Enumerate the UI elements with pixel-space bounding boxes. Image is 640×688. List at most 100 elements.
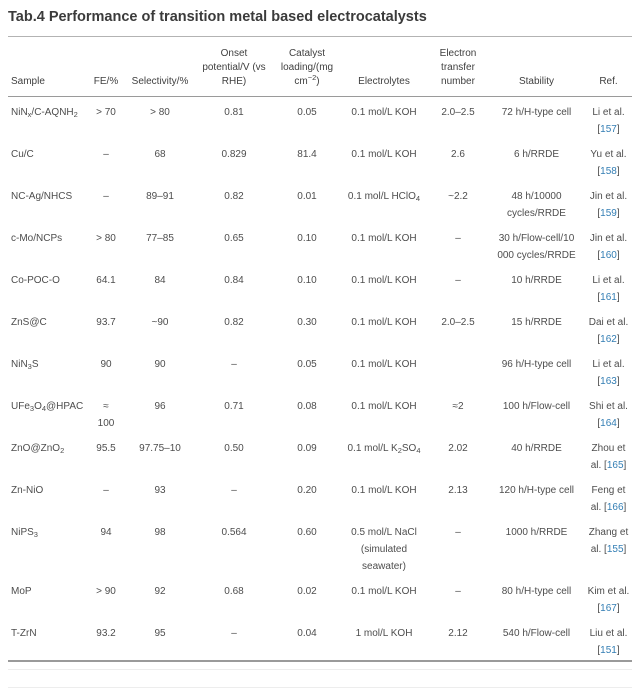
cell-sample: ZnO@ZnO2 [11, 443, 65, 455]
table-row: NiN3S 90 90 – 0.05 0.1 mol/L KOH 96 h/H-type c… [8, 349, 632, 391]
cell-onset: – [231, 359, 237, 370]
table-row: Co-POC-O 64.1 84 0.84 0.10 0.1 mol/L KOH – 10 h… [8, 265, 632, 307]
ref-citation: [162] [597, 334, 620, 345]
ref-link[interactable]: 162 [600, 334, 617, 345]
cell-selectivity: 68 [154, 149, 166, 160]
cell-fe: > 90 [96, 586, 116, 597]
ref-link[interactable]: 163 [600, 376, 617, 387]
cell-sample: Zn-NiO [11, 485, 44, 496]
ref-link[interactable]: 166 [606, 502, 624, 513]
cell-fe: 94 [100, 527, 112, 538]
ref-citation: [164] [597, 418, 620, 429]
cell-onset: 0.82 [224, 191, 244, 202]
cell-selectivity: 96 [154, 401, 166, 412]
ref-link[interactable]: 167 [600, 603, 617, 614]
col-header-ref: Ref. [599, 76, 618, 87]
cell-ref: Jin et al. [160] [589, 233, 628, 261]
ref-citation: [161] [597, 292, 620, 303]
cell-selectivity: 84 [154, 275, 166, 286]
cell-electrolytes: 0.1 mol/L KOH [351, 107, 417, 118]
ref-link[interactable]: 165 [606, 460, 624, 471]
cell-onset: 0.82 [224, 317, 244, 328]
cell-electrolytes: 0.1 mol/L KOH [351, 359, 417, 370]
table-row: NC-Ag/NHCS – 89–91 0.82 0.01 0.1 mol/L HClO4 ~… [8, 181, 632, 223]
cell-ref: Feng et al. [166] [590, 485, 627, 513]
cell-etn: 2.12 [448, 628, 468, 639]
ref-link[interactable]: 160 [600, 250, 617, 261]
cell-stability: 72 h/H-type cell [501, 107, 572, 118]
col-header-electrolytes: Electrolytes [358, 76, 410, 87]
cell-etn: ~2.2 [448, 191, 468, 202]
cell-ref: Zhou et al. [165] [590, 443, 627, 471]
ref-citation: [159] [597, 208, 620, 219]
cell-onset: 0.68 [224, 586, 244, 597]
cell-sample: MoP [11, 586, 32, 597]
ref-citation: [158] [597, 166, 620, 177]
ref-link[interactable]: 155 [606, 544, 624, 555]
ref-citation: [155] [604, 544, 627, 555]
cell-etn [428, 349, 488, 391]
cell-sample: NiPS3 [11, 527, 38, 539]
ref-link[interactable]: 161 [600, 292, 617, 303]
cell-stability: 100 h/Flow-cell [502, 401, 571, 412]
cell-onset: 0.81 [224, 107, 244, 118]
ref-citation: [163] [597, 376, 620, 387]
cell-onset: 0.50 [224, 443, 244, 454]
cell-loading: 0.05 [297, 359, 317, 370]
cell-selectivity: 77–85 [146, 233, 174, 244]
ref-link[interactable]: 157 [600, 124, 617, 135]
cell-stability: 30 h/Flow-cell/10 000 cycles/RRDE [497, 233, 576, 261]
cell-loading: 0.09 [297, 443, 317, 454]
cell-electrolytes: 0.1 mol/L KOH [351, 233, 417, 244]
cell-fe: – [103, 149, 109, 160]
cell-etn: 2.13 [448, 485, 468, 496]
ref-link[interactable]: 151 [600, 645, 617, 656]
ref-citation: [160] [597, 250, 620, 261]
cell-ref: Zhang et al. [155] [588, 527, 629, 555]
cell-etn: 2.0–2.5 [441, 107, 475, 118]
cell-selectivity: 90 [154, 359, 166, 370]
ref-citation: [157] [597, 124, 620, 135]
cell-fe: – [103, 191, 109, 202]
cell-ref: Li et al. [161] [592, 275, 625, 303]
table-row: UFe3O4@HPAC ≈100 96 0.71 0.08 0.1 mol/L KOH ≈2… [8, 391, 632, 433]
cell-etn: 2.6 [451, 149, 465, 160]
col-header-fe: FE/% [93, 76, 119, 87]
cell-sample: NC-Ag/NHCS [11, 191, 73, 202]
ref-citation: [166] [604, 502, 627, 513]
ref-citation: [165] [604, 460, 627, 471]
ref-link[interactable]: 159 [600, 208, 617, 219]
cell-loading: 0.02 [297, 586, 317, 597]
cell-etn: – [455, 586, 461, 597]
table-row: MoP > 90 92 0.68 0.02 0.1 mol/L KOH – 80 h/H-ty… [8, 576, 632, 618]
cell-loading: 0.60 [297, 527, 317, 538]
header-row: Sample FE/% Selectivity/% Onset potential/V… [8, 37, 632, 97]
ref-link[interactable]: 164 [600, 418, 617, 429]
col-header-stability: Stability [518, 76, 554, 87]
cell-electrolytes: 0.1 mol/L HClO4 [347, 191, 421, 203]
ref-citation: [167] [597, 603, 620, 614]
cell-electrolytes: 1 mol/L KOH [355, 628, 413, 639]
ref-link[interactable]: 158 [600, 166, 617, 177]
cell-loading: 0.08 [297, 401, 317, 412]
cell-sample: Cu/C [11, 149, 34, 160]
cell-stability: 540 h/Flow-cell [502, 628, 571, 639]
cell-loading: 0.10 [297, 233, 317, 244]
table-row: c-Mo/NCPs > 80 77–85 0.65 0.10 0.1 mol/L KOH –… [8, 223, 632, 265]
cell-onset: 0.65 [224, 233, 244, 244]
cell-stability: 48 h/10000 cycles/RRDE [507, 191, 566, 219]
cell-electrolytes: 0.1 mol/L KOH [351, 401, 417, 412]
cell-etn: – [455, 275, 461, 286]
cell-stability: 1000 h/RRDE [505, 527, 568, 538]
cell-selectivity: 92 [154, 586, 166, 597]
cell-loading: 0.20 [297, 485, 317, 496]
cell-electrolytes: 0.1 mol/L KOH [351, 586, 417, 597]
cell-selectivity: 97.75–10 [139, 443, 181, 454]
col-header-onset: Onset potential/V (vs RHE) [202, 48, 266, 87]
cell-loading: 0.01 [297, 191, 317, 202]
cell-selectivity: 93 [154, 485, 166, 496]
cell-fe: ≈100 [97, 401, 115, 429]
table-row: Zn-NiO – 93 – 0.20 0.1 mol/L KOH 2.13 120 h/H-t… [8, 475, 632, 517]
cell-sample: NiN3S [11, 359, 39, 371]
